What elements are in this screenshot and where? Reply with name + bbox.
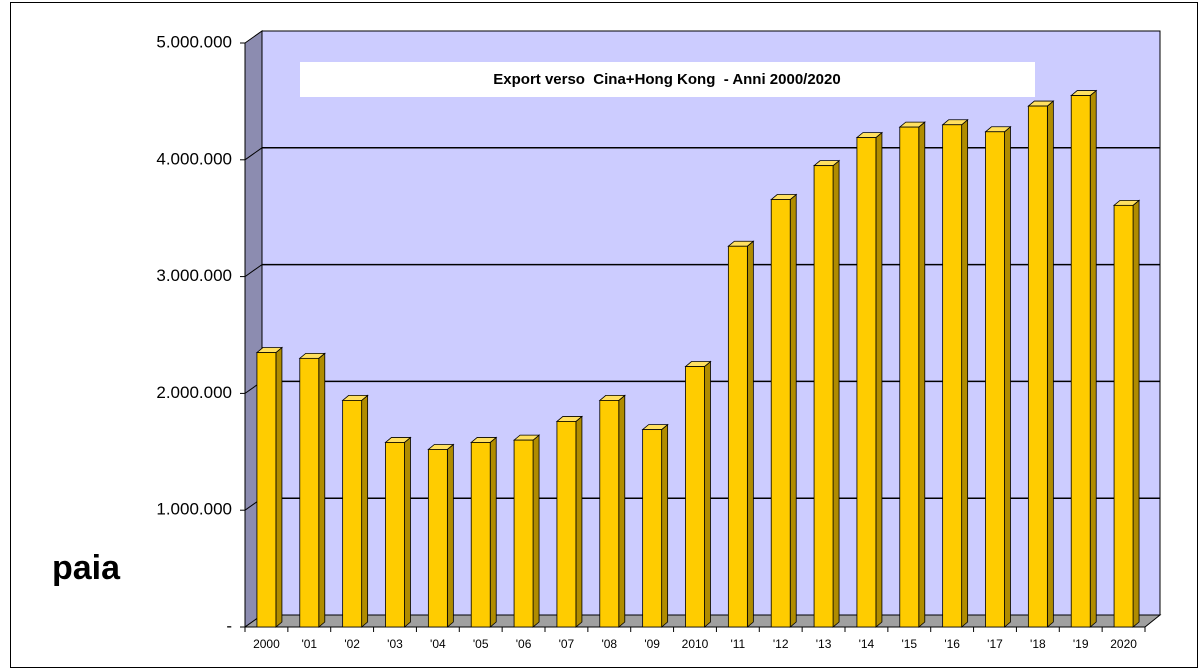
bar-front xyxy=(770,199,791,628)
x-tick-label: 2010 xyxy=(682,637,709,651)
bar-side xyxy=(575,415,583,628)
bar-side xyxy=(618,394,626,628)
bar xyxy=(384,436,412,628)
x-tick-label: '04 xyxy=(430,637,446,651)
bar-side xyxy=(832,159,840,628)
bar-front xyxy=(899,126,920,628)
bar xyxy=(298,352,326,628)
bar xyxy=(555,415,584,628)
bar-front xyxy=(470,442,491,628)
bar-front xyxy=(856,137,877,628)
x-tick-label: '09 xyxy=(644,637,660,651)
y-tick-label: 1.000.000 xyxy=(156,500,232,519)
bar-front xyxy=(299,357,320,628)
x-tick-label: '16 xyxy=(944,637,960,651)
bar xyxy=(1112,199,1141,628)
bar-side xyxy=(361,394,369,628)
bar-front xyxy=(813,165,834,628)
chart-title: Export verso Cina+Hong Kong - Anni 2000/… xyxy=(493,71,840,88)
bar-front xyxy=(942,124,963,628)
x-tick-label: '03 xyxy=(387,637,403,651)
bar-front xyxy=(985,131,1005,628)
bar-front xyxy=(256,352,277,628)
bar xyxy=(255,346,284,628)
y-tick-label: 2.000.000 xyxy=(156,383,232,402)
bar-side xyxy=(704,360,711,628)
bar-side xyxy=(489,436,497,628)
bar-side xyxy=(746,240,754,628)
bar-side xyxy=(661,423,669,628)
bar xyxy=(341,394,369,628)
bar xyxy=(684,360,712,628)
x-tick-label: '18 xyxy=(1030,637,1046,651)
bar-front xyxy=(556,421,577,628)
bar-front xyxy=(385,442,405,628)
bar xyxy=(770,193,798,628)
bar xyxy=(512,434,541,628)
bar-side xyxy=(961,118,969,628)
x-tick-label: 2020 xyxy=(1110,637,1137,651)
bar-front xyxy=(427,449,448,628)
bar-side xyxy=(446,443,454,628)
bar-front xyxy=(642,429,663,628)
bar-side xyxy=(1004,125,1011,628)
x-tick-label: '06 xyxy=(516,637,532,651)
x-tick-label: '17 xyxy=(987,637,1003,651)
bar-front xyxy=(1070,95,1091,628)
bar-front xyxy=(599,400,620,628)
bar xyxy=(984,125,1012,628)
x-tick-label: '02 xyxy=(344,637,360,651)
bar-front xyxy=(727,245,748,628)
x-tick-label: '13 xyxy=(816,637,832,651)
bar xyxy=(1070,89,1098,628)
bar-front xyxy=(1113,204,1134,628)
bar xyxy=(898,121,926,628)
bar-front xyxy=(342,400,363,628)
bar-side xyxy=(404,436,411,628)
bar xyxy=(598,394,626,628)
grid-line-side xyxy=(244,147,263,161)
bar xyxy=(427,443,455,628)
bar-side xyxy=(532,434,540,628)
bar-side xyxy=(1046,100,1054,628)
bar xyxy=(470,436,498,628)
x-tick-label: '15 xyxy=(901,637,917,651)
bar-side xyxy=(1132,199,1140,628)
bar-side xyxy=(318,352,326,628)
bar-front xyxy=(1027,105,1048,628)
x-tick-label: '05 xyxy=(473,637,489,651)
x-tick-label: '19 xyxy=(1073,637,1089,651)
x-tick-label: '08 xyxy=(601,637,617,651)
x-tick-label: '14 xyxy=(859,637,875,651)
x-tick-label: '11 xyxy=(730,637,745,651)
bar xyxy=(727,240,755,628)
y-tick-label: 5.000.000 xyxy=(156,32,232,51)
bar xyxy=(1027,100,1055,628)
x-tick-label: 2000 xyxy=(253,637,280,651)
bar xyxy=(855,131,884,628)
bar-side xyxy=(1089,89,1097,628)
bar-front xyxy=(513,439,534,628)
bar xyxy=(812,159,841,628)
bar-side xyxy=(275,346,283,628)
x-tick-label: '01 xyxy=(301,637,317,651)
y-tick-label: 3.000.000 xyxy=(156,266,232,285)
bar-side xyxy=(875,131,883,628)
bar-side xyxy=(789,193,797,628)
title-box xyxy=(300,62,1035,97)
y-axis-label: paia xyxy=(52,549,121,587)
y-tick-label: - xyxy=(226,616,232,635)
y-tick-label: 4.000.000 xyxy=(156,149,232,168)
grid-line-side xyxy=(244,264,263,278)
x-tick-label: '12 xyxy=(773,637,789,651)
x-tick-label: '07 xyxy=(559,637,575,651)
bar xyxy=(941,118,969,628)
bar-side xyxy=(918,121,926,628)
bar xyxy=(641,423,669,628)
bar-front xyxy=(685,366,705,628)
